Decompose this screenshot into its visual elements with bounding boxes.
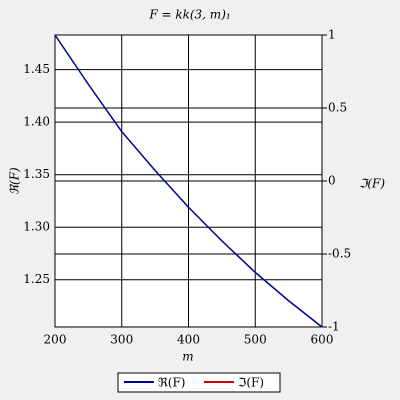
legend-label: ℑ(F) <box>238 376 264 390</box>
series-line <box>54 34 323 328</box>
x-tick-label: 300 <box>110 333 133 347</box>
y-tick-label: 1.35 <box>23 167 50 181</box>
x-tick-label: 600 <box>311 333 334 347</box>
x-tick-label: 500 <box>244 333 267 347</box>
x-tick-label: 200 <box>44 333 67 347</box>
y-tick-label: 1.30 <box>23 220 50 234</box>
y2-tick-label: 0 <box>328 174 336 188</box>
y2-tick-label: -1 <box>328 320 340 334</box>
y2-tick-label: 1 <box>328 28 336 42</box>
y-axis-label: ℜ(F) <box>8 167 22 195</box>
legend <box>117 372 281 393</box>
y-tick-label: 1.45 <box>23 62 50 76</box>
plot-frame <box>54 34 323 328</box>
y2-axis-label: ℑ(F) <box>359 177 385 191</box>
x-axis-label: m <box>182 350 193 364</box>
chart-title: F = kk(3, m)₁ <box>148 8 230 22</box>
legend-label: ℜ(F) <box>158 376 185 390</box>
y-tick-label: 1.25 <box>23 272 50 286</box>
y2-tick-label: 0.5 <box>328 101 347 115</box>
x-tick-label: 400 <box>177 333 200 347</box>
y2-tick-label: -0.5 <box>328 247 351 261</box>
y-tick-label: 1.40 <box>23 115 50 129</box>
